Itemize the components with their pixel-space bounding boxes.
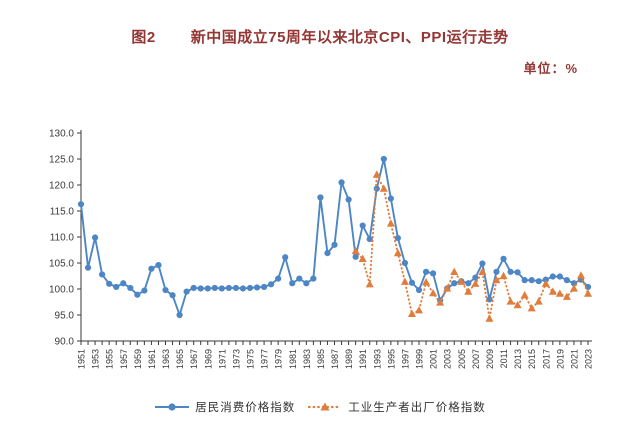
svg-text:1989: 1989	[344, 349, 354, 369]
cpi-line-marker-icon	[155, 403, 190, 411]
legend-item-cpi: 居民消费价格指数	[154, 399, 295, 415]
legend-label-cpi: 居民消费价格指数	[195, 402, 296, 414]
svg-text:2003: 2003	[443, 349, 453, 369]
cpi-series	[77, 155, 592, 319]
svg-text:100.0: 100.0	[49, 285, 74, 296]
svg-text:1977: 1977	[260, 349, 270, 369]
svg-text:110.0: 110.0	[50, 233, 75, 244]
svg-text:1985: 1985	[316, 349, 326, 369]
svg-text:1981: 1981	[288, 349, 298, 369]
svg-text:2015: 2015	[527, 349, 537, 369]
x-axis-labels: 1951 1953 1955 1957 1959 1961 1963 1965 1967 1969…	[77, 349, 594, 369]
svg-text:130.0: 130.0	[49, 129, 74, 140]
svg-text:2011: 2011	[499, 349, 509, 368]
svg-text:1953: 1953	[91, 349, 101, 369]
svg-text:2017: 2017	[541, 349, 551, 369]
svg-text:105.0: 105.0	[49, 259, 74, 270]
figure-number: 图2	[131, 29, 156, 46]
svg-text:1963: 1963	[161, 349, 171, 369]
svg-text:120.0: 120.0	[49, 181, 74, 192]
svg-text:1997: 1997	[400, 349, 410, 369]
svg-text:1999: 1999	[415, 349, 425, 369]
svg-text:2019: 2019	[555, 349, 565, 369]
svg-text:1975: 1975	[246, 349, 256, 369]
svg-text:1967: 1967	[189, 349, 199, 369]
svg-text:125.0: 125.0	[49, 155, 74, 166]
svg-text:1979: 1979	[274, 349, 284, 369]
svg-text:1959: 1959	[133, 349, 143, 369]
ppi-series	[351, 170, 593, 322]
legend-label-ppi: 工业生产者出厂价格指数	[348, 402, 486, 414]
figure-title-text: 新中国成立75周年以来北京CPI、PPI运行走势	[190, 29, 509, 46]
svg-text:1973: 1973	[231, 349, 241, 369]
axes	[80, 130, 593, 342]
legend-item-ppi: 工业生产者出厂价格指数	[307, 399, 486, 415]
svg-text:2021: 2021	[569, 349, 579, 369]
svg-text:1991: 1991	[358, 349, 368, 369]
chart-legend: 居民消费价格指数 工业生产者出厂价格指数	[0, 399, 640, 415]
svg-text:2023: 2023	[584, 349, 594, 369]
svg-text:1961: 1961	[147, 349, 157, 369]
x-axis-ticks	[80, 341, 589, 345]
svg-text:1983: 1983	[302, 349, 312, 369]
svg-text:2009: 2009	[485, 349, 495, 369]
svg-text:1987: 1987	[330, 349, 340, 369]
ppi-line-marker-icon	[308, 402, 343, 411]
svg-text:2001: 2001	[429, 349, 439, 369]
svg-text:95.0: 95.0	[55, 311, 75, 322]
y-axis-labels: 90.0 95.0 100.0 105.0 110.0 115.0 120.0 125.0 13…	[49, 129, 81, 348]
svg-text:1951: 1951	[77, 349, 87, 369]
figure-title: 图2 新中国成立75周年以来北京CPI、PPI运行走势	[0, 26, 640, 47]
svg-text:2007: 2007	[471, 349, 481, 369]
svg-text:1993: 1993	[372, 349, 382, 369]
unit-label: 单位：%	[523, 61, 578, 76]
svg-text:1957: 1957	[119, 349, 129, 369]
svg-text:1969: 1969	[203, 349, 213, 369]
svg-text:1995: 1995	[386, 349, 396, 369]
svg-text:90.0: 90.0	[55, 337, 75, 348]
svg-text:2005: 2005	[457, 349, 467, 369]
svg-text:1955: 1955	[105, 349, 115, 369]
svg-text:1965: 1965	[175, 349, 185, 369]
svg-text:2013: 2013	[513, 349, 523, 369]
svg-text:115.0: 115.0	[50, 207, 75, 218]
svg-text:1971: 1971	[217, 349, 227, 369]
